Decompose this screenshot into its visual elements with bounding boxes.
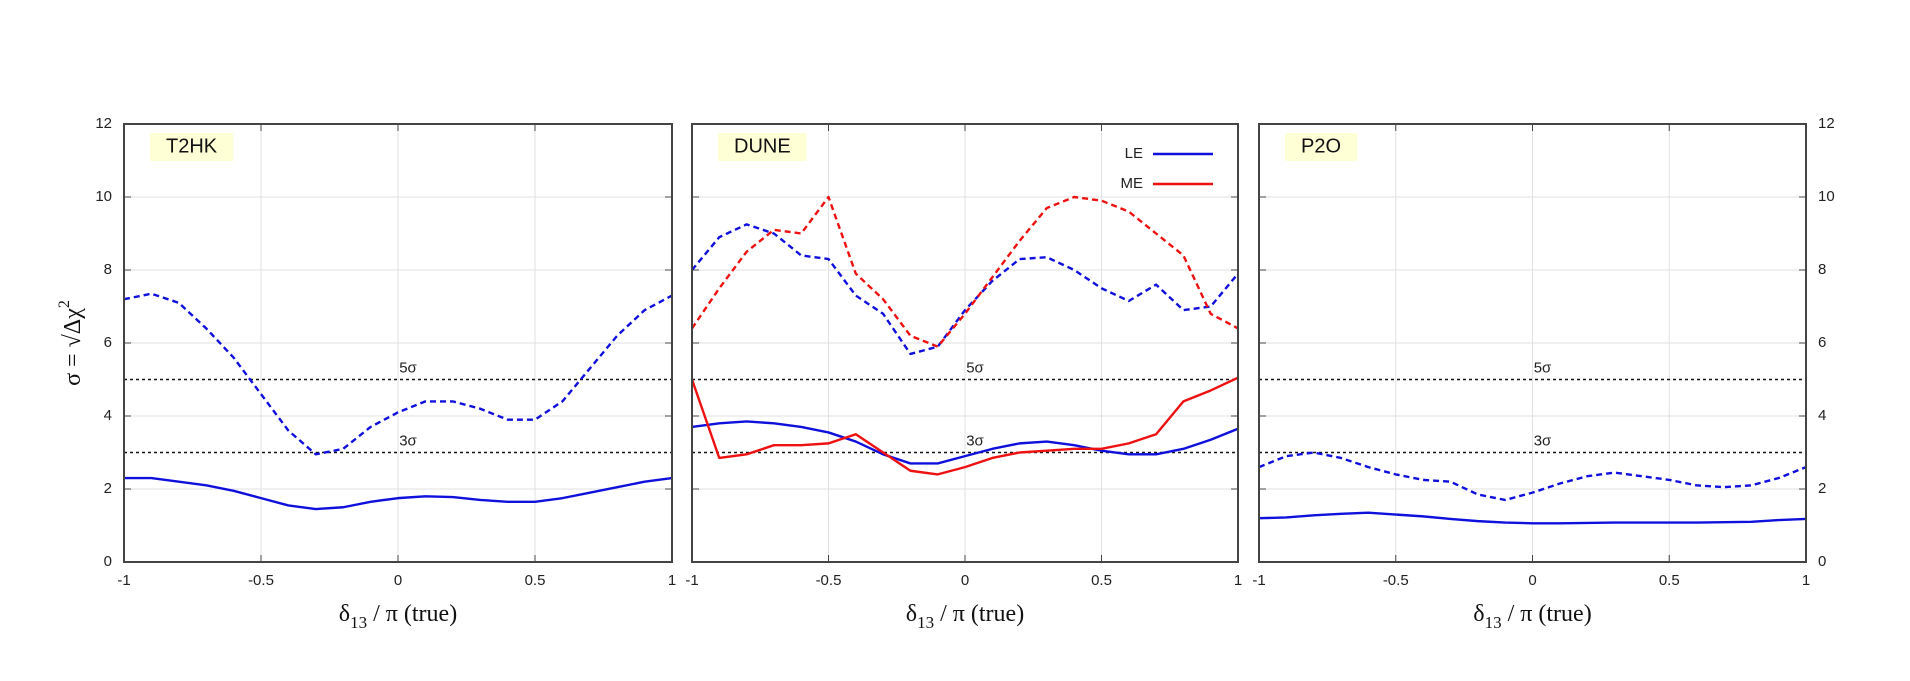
series-line bbox=[124, 476, 673, 511]
x-tick-label: 0.5 bbox=[1091, 572, 1112, 589]
y-tick-label: 0 bbox=[104, 553, 112, 570]
x-tick-label: -0.5 bbox=[1383, 572, 1409, 589]
reference-label: 3σ bbox=[966, 432, 984, 449]
y-tick-label: 6 bbox=[1818, 334, 1826, 351]
y-tick-label: 6 bbox=[104, 334, 112, 351]
panel: 0 2 4 6 8 10 12 -1 -0.5 0 0.5 1 5σ 3σ P2O δ13 / π (true… bbox=[1252, 115, 1834, 632]
y-tick-label: 4 bbox=[1818, 407, 1826, 424]
plot-frame bbox=[691, 123, 1239, 563]
series-line bbox=[691, 420, 1239, 465]
y-tick-label: 2 bbox=[1818, 480, 1826, 497]
reference-label: 5σ bbox=[966, 359, 984, 376]
x-tick-label: 0 bbox=[1528, 572, 1536, 589]
x-tick-label: 1 bbox=[668, 572, 676, 589]
y-tick-label: 0 bbox=[1818, 553, 1826, 570]
y-tick-label: 8 bbox=[1818, 261, 1826, 278]
x-tick-label: -1 bbox=[1252, 572, 1265, 589]
y-tick-label: 10 bbox=[1818, 188, 1835, 205]
reference-label: 5σ bbox=[399, 359, 417, 376]
y-tick-label: 4 bbox=[104, 407, 112, 424]
reference-label: 3σ bbox=[1534, 432, 1552, 449]
x-axis-label: δ13 / π (true) bbox=[1473, 601, 1591, 633]
series-line bbox=[691, 195, 1239, 348]
y-tick-label: 12 bbox=[1818, 115, 1835, 132]
x-tick-label: 0 bbox=[961, 572, 969, 589]
x-tick-label: -1 bbox=[685, 572, 698, 589]
x-axis-label: δ13 / π (true) bbox=[339, 601, 457, 633]
x-tick-label: -0.5 bbox=[248, 572, 274, 589]
panel: -1 -0.5 0 0.5 1 5σ 3σ DUNE LE ME δ13 / π (true) bbox=[685, 123, 1242, 633]
series-line bbox=[1258, 511, 1807, 525]
x-tick-label: 0.5 bbox=[1659, 572, 1680, 589]
legend-label: LE bbox=[1125, 145, 1143, 162]
x-tick-label: 1 bbox=[1802, 572, 1810, 589]
series-line bbox=[690, 376, 1239, 476]
panel-title: P2O bbox=[1301, 135, 1341, 157]
x-tick-label: 0.5 bbox=[525, 572, 546, 589]
title-box bbox=[1285, 133, 1358, 161]
panel-title: DUNE bbox=[734, 135, 791, 157]
y-tick-label: 8 bbox=[104, 261, 112, 278]
series-line bbox=[1258, 451, 1807, 502]
x-axis-label: δ13 / π (true) bbox=[906, 601, 1024, 633]
legend-label: ME bbox=[1121, 175, 1144, 192]
series-line bbox=[123, 292, 673, 456]
y-tick-label: 12 bbox=[95, 115, 112, 132]
plot-frame bbox=[1258, 123, 1807, 563]
title-box bbox=[150, 133, 234, 161]
reference-label: 3σ bbox=[399, 432, 417, 449]
y-tick-label: 2 bbox=[104, 480, 112, 497]
plot-frame bbox=[123, 123, 673, 563]
x-tick-label: 0 bbox=[394, 572, 402, 589]
reference-label: 5σ bbox=[1534, 359, 1552, 376]
panel-title: T2HK bbox=[166, 135, 218, 157]
title-box bbox=[718, 133, 807, 161]
series-line bbox=[691, 223, 1239, 356]
x-tick-label: 1 bbox=[1234, 572, 1242, 589]
panel: 0 2 4 6 8 10 12 -1 -0.5 0 0.5 1 5σ 3σ T2HK δ13 / π (tru… bbox=[56, 115, 676, 632]
x-tick-label: -1 bbox=[117, 572, 130, 589]
y-axis-label: σ = √Δχ2 bbox=[56, 300, 85, 386]
y-tick-label: 10 bbox=[95, 188, 112, 205]
x-tick-label: -0.5 bbox=[816, 572, 842, 589]
